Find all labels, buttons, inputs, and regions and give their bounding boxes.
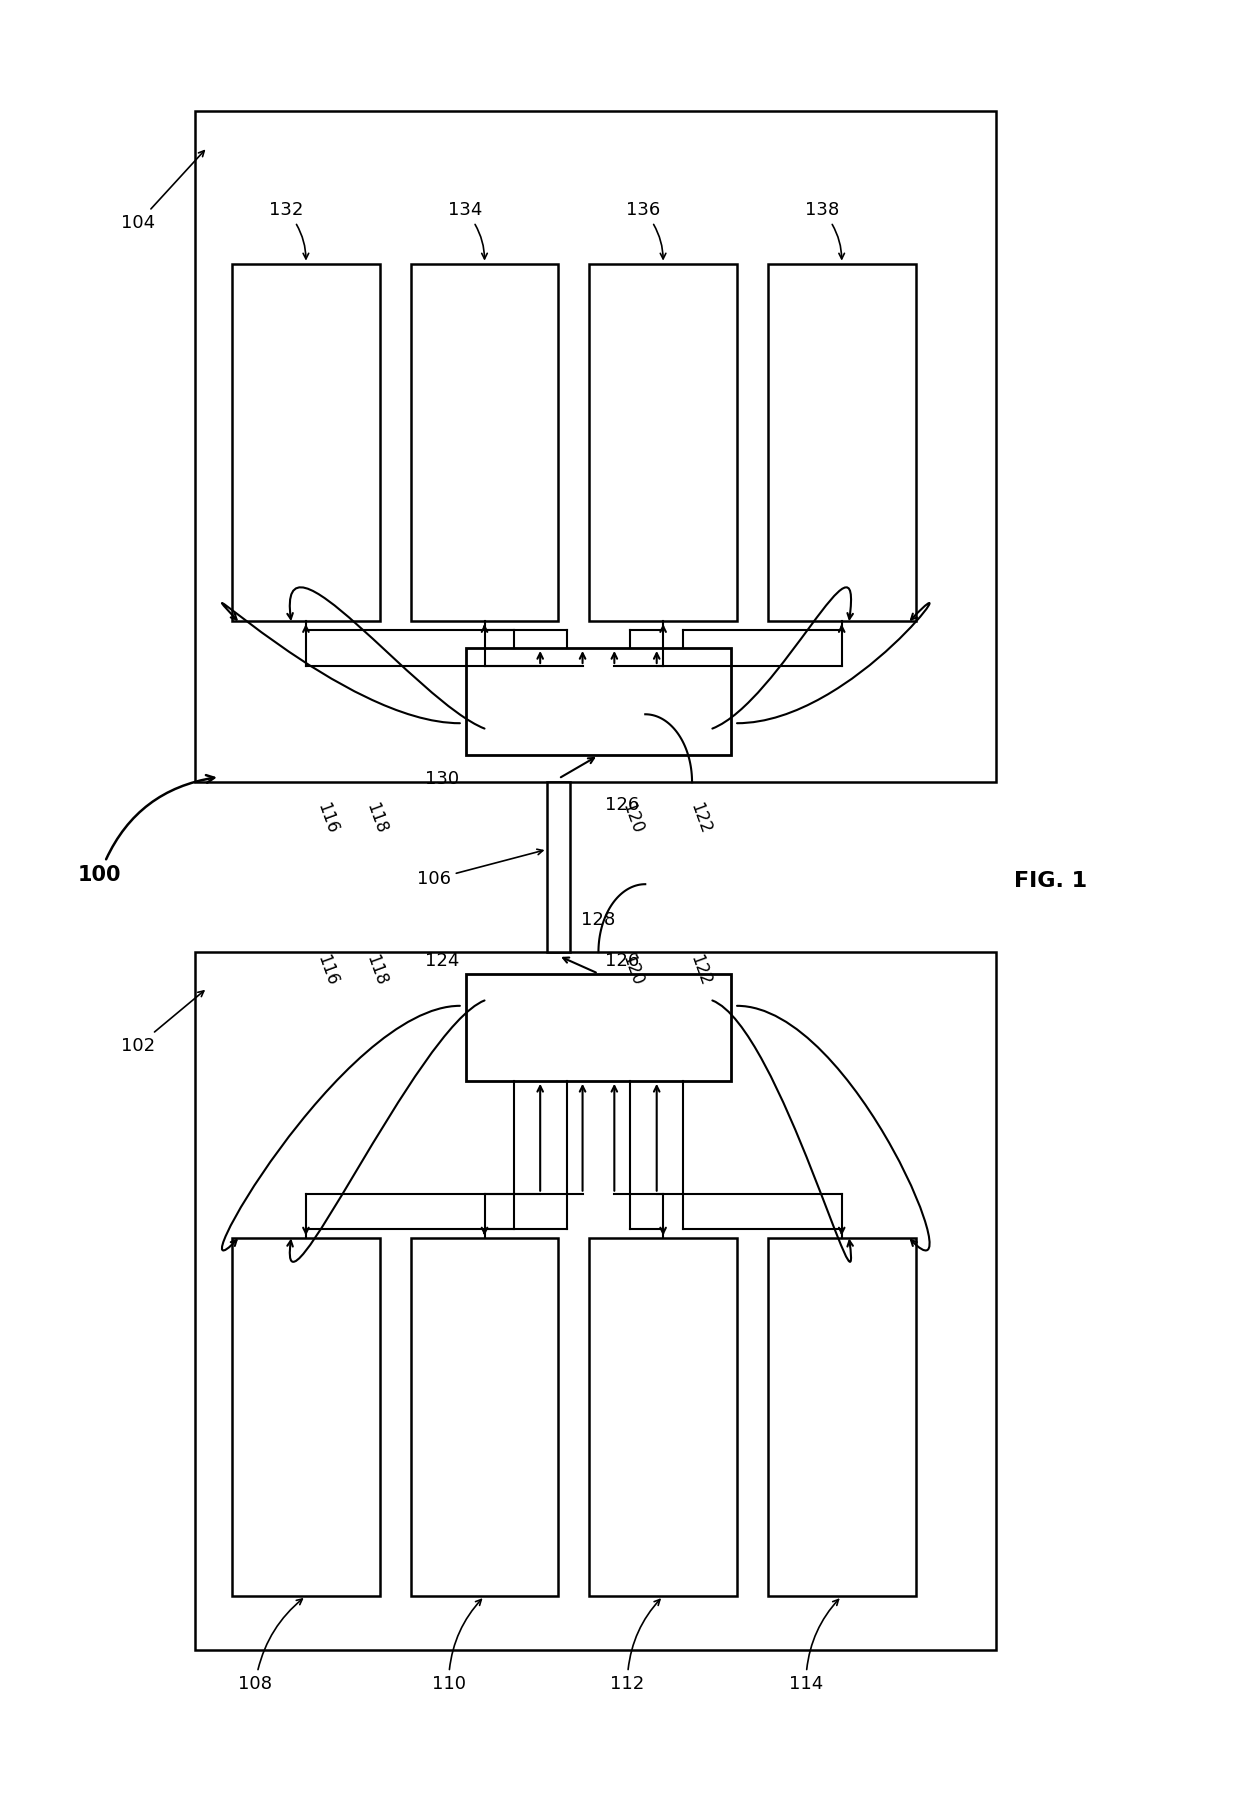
Bar [195,952,996,1650]
Text: 138: 138 [805,201,844,259]
Text: 122: 122 [686,800,714,836]
Bar [195,111,996,782]
FancyArrowPatch shape [222,604,460,722]
Bar [232,264,379,622]
FancyArrowPatch shape [288,588,485,728]
Text: 114: 114 [789,1599,838,1693]
Text: 120: 120 [619,800,646,836]
Text: 126: 126 [605,796,640,814]
FancyArrowPatch shape [712,1001,853,1261]
FancyArrowPatch shape [737,1006,930,1251]
Text: 118: 118 [362,800,391,836]
Bar [466,974,730,1082]
FancyArrowPatch shape [288,1001,485,1261]
FancyArrowPatch shape [737,604,930,722]
Text: 132: 132 [269,201,309,259]
Text: 116: 116 [312,800,341,836]
Bar [410,264,558,622]
Bar [547,782,569,952]
Bar [232,1238,379,1596]
Text: 104: 104 [122,151,205,232]
Text: 126: 126 [605,952,640,970]
Text: 116: 116 [312,952,341,988]
Text: 110: 110 [432,1599,481,1693]
Bar [768,264,915,622]
Text: 128: 128 [580,911,615,929]
Text: 134: 134 [448,201,487,259]
Text: 108: 108 [238,1599,303,1693]
Text: 120: 120 [619,952,646,988]
Text: 130: 130 [425,769,460,787]
Bar [410,1238,558,1596]
Bar [589,264,737,622]
Text: 106: 106 [417,850,543,888]
Text: 124: 124 [425,952,460,970]
Text: 102: 102 [122,990,203,1055]
Text: 100: 100 [78,775,215,884]
Text: FIG. 1: FIG. 1 [1014,870,1087,891]
Bar [589,1238,737,1596]
Text: 122: 122 [686,952,714,988]
FancyArrowPatch shape [712,588,853,728]
Bar [466,649,730,755]
Bar [768,1238,915,1596]
Text: 118: 118 [362,952,391,988]
Text: 112: 112 [610,1599,660,1693]
FancyArrowPatch shape [222,1006,460,1251]
Text: 136: 136 [626,201,666,259]
